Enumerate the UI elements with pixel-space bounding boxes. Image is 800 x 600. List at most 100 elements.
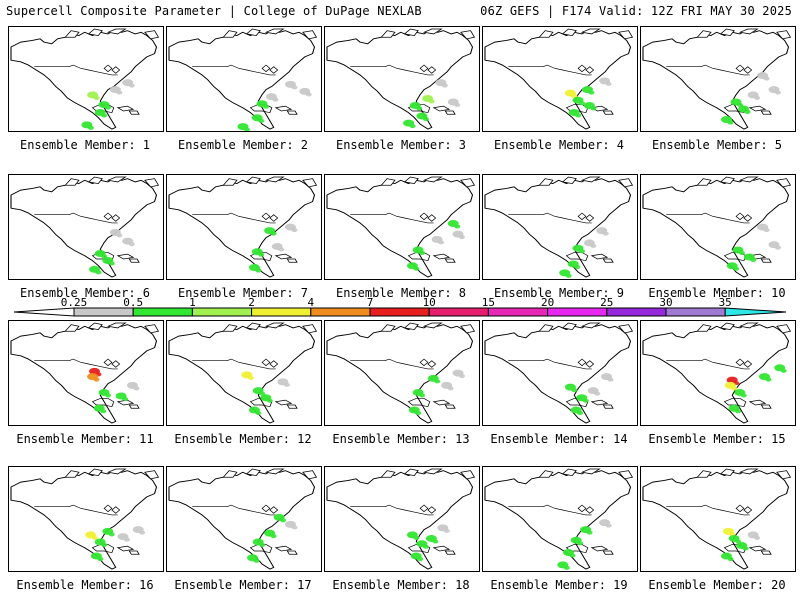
scp-shade-blob bbox=[582, 398, 589, 403]
scp-shade-blob bbox=[258, 118, 265, 123]
scp-shade-blob bbox=[419, 393, 426, 398]
us-canada-border bbox=[508, 64, 592, 76]
scp-shade-blob bbox=[272, 97, 279, 102]
us-canada-border bbox=[666, 358, 750, 370]
great-lakes bbox=[419, 504, 437, 514]
scp-shade-blob bbox=[590, 243, 597, 248]
scp-shade-blob bbox=[742, 546, 749, 551]
scp-shade-blob bbox=[280, 518, 287, 523]
arctic-island bbox=[460, 470, 476, 480]
scp-shade-blob bbox=[128, 83, 135, 88]
colorbar-tick-label: 0.25 bbox=[61, 296, 88, 309]
arctic-island bbox=[538, 30, 554, 38]
scp-shade-blob bbox=[253, 558, 260, 563]
north-america-map bbox=[10, 322, 160, 424]
us-canada-border bbox=[34, 504, 118, 516]
ensemble-member-caption: Ensemble Member: 2 bbox=[177, 138, 309, 152]
ensemble-map-panel bbox=[640, 466, 796, 572]
arctic-island bbox=[738, 468, 759, 475]
great-lakes bbox=[103, 504, 121, 514]
arctic-island bbox=[748, 545, 767, 552]
arctic-island bbox=[274, 105, 293, 112]
arctic-island bbox=[128, 258, 140, 263]
arctic-island bbox=[380, 470, 396, 478]
north-america-map bbox=[326, 468, 476, 570]
north-america-map bbox=[326, 322, 476, 424]
north-america-map bbox=[484, 468, 634, 570]
scp-shade-blob bbox=[605, 523, 612, 528]
colorbar-segment bbox=[251, 307, 312, 317]
ensemble-member-caption: Ensemble Member: 16 bbox=[16, 578, 154, 592]
great-lakes bbox=[735, 212, 753, 222]
arctic-island bbox=[760, 550, 772, 555]
great-lakes bbox=[419, 64, 437, 74]
great-lakes bbox=[735, 358, 753, 368]
arctic-island bbox=[286, 258, 298, 263]
arctic-island bbox=[590, 399, 609, 406]
arctic-island bbox=[738, 176, 759, 183]
arctic-island bbox=[776, 178, 792, 188]
ensemble-map-panel bbox=[482, 466, 638, 572]
arctic-island bbox=[602, 110, 614, 115]
scp-shade-blob bbox=[413, 535, 420, 540]
great-lakes bbox=[261, 504, 279, 514]
colorbar-segment bbox=[73, 307, 134, 317]
scp-shade-blob bbox=[266, 398, 273, 403]
scp-shade-blob bbox=[133, 386, 140, 391]
ensemble-member-caption: Ensemble Member: 17 bbox=[174, 578, 312, 592]
arctic-island bbox=[696, 470, 712, 478]
great-lakes bbox=[103, 64, 121, 74]
arctic-island bbox=[264, 468, 285, 475]
us-canada-border bbox=[34, 358, 118, 370]
scp-shade-blob bbox=[738, 250, 745, 255]
arctic-island bbox=[580, 468, 601, 475]
arctic-island bbox=[286, 404, 298, 409]
scp-shade-blob bbox=[105, 393, 111, 398]
arctic-island bbox=[602, 404, 614, 409]
arctic-island bbox=[432, 253, 451, 260]
ensemble-member-caption: Ensemble Member: 9 bbox=[493, 286, 625, 300]
us-canada-border bbox=[192, 212, 276, 224]
arctic-island bbox=[719, 176, 735, 184]
arctic-island bbox=[222, 324, 238, 332]
scp-shade-blob bbox=[270, 231, 277, 236]
scp-shade-blob bbox=[101, 113, 108, 118]
us-canada-border bbox=[666, 64, 750, 76]
ensemble-member-caption: Ensemble Member: 6 bbox=[19, 286, 151, 300]
scp-shade-blob bbox=[93, 377, 100, 382]
arctic-island bbox=[403, 28, 419, 36]
us-canada-border bbox=[350, 358, 434, 370]
ensemble-map-panel bbox=[640, 26, 796, 132]
ensemble-map-panel bbox=[640, 320, 796, 426]
ensemble-member-caption: Ensemble Member: 3 bbox=[335, 138, 467, 152]
great-lakes bbox=[577, 64, 595, 74]
scp-shade-blob bbox=[735, 409, 742, 414]
ensemble-member-caption: Ensemble Member: 10 bbox=[648, 286, 786, 300]
scp-shade-blob bbox=[124, 537, 130, 542]
ensemble-map-panel bbox=[166, 26, 322, 132]
great-lakes bbox=[735, 64, 753, 74]
colorbar-segment bbox=[547, 307, 608, 317]
arctic-island bbox=[538, 324, 554, 332]
great-lakes bbox=[419, 358, 437, 368]
great-lakes bbox=[103, 212, 121, 222]
arctic-island bbox=[64, 324, 80, 332]
arctic-island bbox=[538, 178, 554, 186]
colorbar-segment bbox=[606, 307, 667, 317]
colorbar-segment bbox=[665, 307, 726, 317]
scp-shade-blob bbox=[438, 240, 445, 245]
arctic-island bbox=[403, 322, 419, 330]
arctic-island bbox=[128, 404, 140, 409]
colorbar-segment bbox=[487, 307, 549, 317]
arctic-island bbox=[460, 324, 476, 334]
scp-shade-blob bbox=[443, 528, 450, 533]
north-america-map bbox=[642, 176, 792, 278]
scp-shade-blob bbox=[87, 125, 94, 130]
north-america-map bbox=[642, 28, 792, 130]
arctic-island bbox=[561, 28, 577, 36]
arctic-island bbox=[618, 470, 634, 480]
ensemble-member-caption: Ensemble Member: 18 bbox=[332, 578, 470, 592]
scp-shade-blob bbox=[727, 120, 734, 125]
ensemble-map-panel bbox=[482, 26, 638, 132]
ensemble-map-panel bbox=[166, 466, 322, 572]
